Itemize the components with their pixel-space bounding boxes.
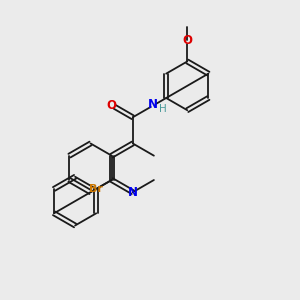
Text: N: N: [148, 98, 158, 111]
Text: O: O: [107, 99, 117, 112]
Text: N: N: [128, 186, 138, 199]
Text: O: O: [182, 34, 192, 47]
Text: Br: Br: [89, 184, 103, 194]
Text: H: H: [159, 104, 167, 114]
